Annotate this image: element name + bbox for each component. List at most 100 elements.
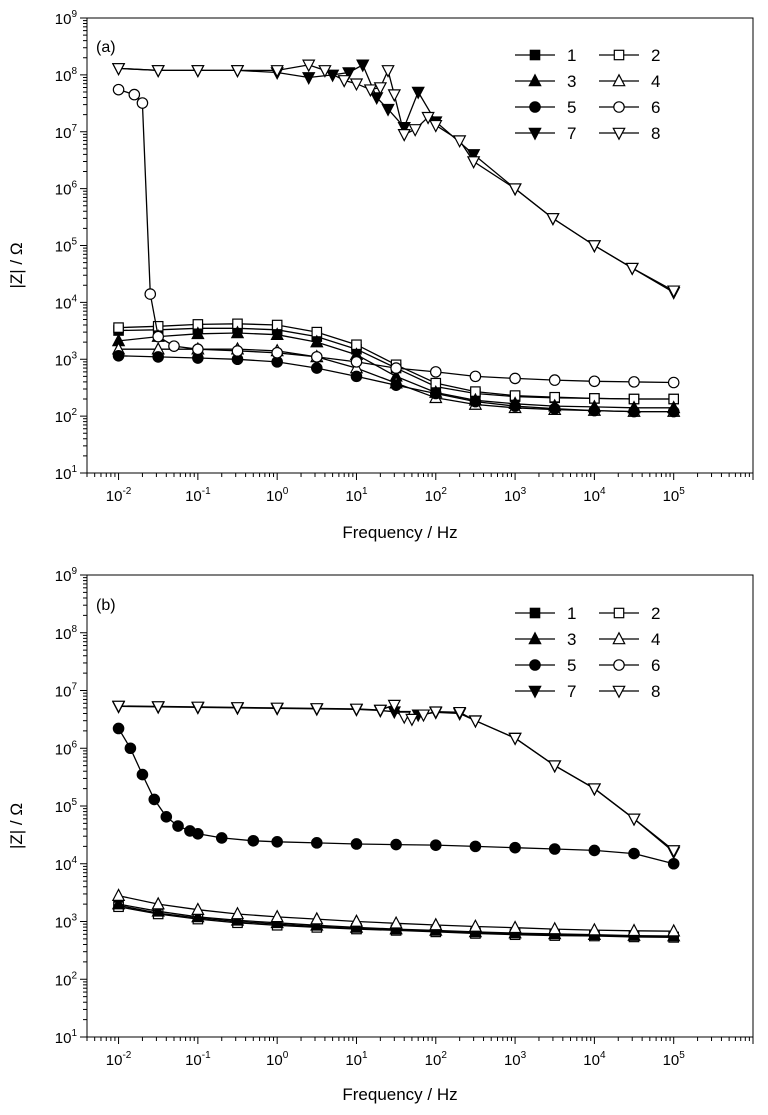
data-point — [469, 395, 482, 408]
data-point — [111, 700, 126, 714]
legend-label: 1 — [567, 46, 576, 65]
data-point — [508, 920, 522, 934]
data-point — [111, 63, 126, 76]
x-tick-label: 102 — [425, 1050, 448, 1069]
data-point — [667, 845, 681, 858]
data-point — [667, 405, 680, 418]
x-tick-label: 104 — [583, 486, 606, 505]
legend-label: 1 — [567, 604, 576, 623]
y-tick-label: 102 — [55, 970, 78, 989]
legend-label: 7 — [567, 124, 576, 143]
legend: 1 2 3 4 5 6 7 8 — [515, 46, 660, 143]
data-point — [168, 340, 180, 352]
data-point — [111, 896, 126, 910]
y-tick-label: 102 — [55, 407, 78, 426]
x-axis-title: Frequency / Hz — [342, 523, 457, 542]
legend-marker — [612, 685, 626, 699]
data-point — [387, 699, 402, 713]
y-axis-title: |Z| / Ω — [7, 242, 26, 288]
data-point — [548, 843, 561, 855]
data-point — [270, 327, 284, 341]
legend-item-6: 6 — [599, 656, 660, 675]
legend: 1 2 3 4 5 6 7 8 — [515, 604, 660, 701]
legend-item-8: 8 — [599, 682, 660, 701]
data-point — [389, 915, 403, 929]
legend-label: 8 — [651, 124, 660, 143]
data-point — [429, 917, 443, 931]
y-tick-label: 104 — [55, 855, 78, 874]
data-point — [191, 701, 205, 715]
data-point — [230, 912, 245, 926]
data-point — [172, 820, 184, 832]
legend-item-4: 4 — [599, 72, 660, 91]
legend-marker — [613, 607, 625, 619]
x-tick-label: 10-1 — [185, 486, 211, 505]
legend-marker — [528, 685, 542, 699]
legend-item-3: 3 — [515, 630, 576, 649]
y-tick-label: 106 — [55, 739, 78, 758]
data-point — [310, 837, 323, 849]
data-point — [587, 922, 602, 936]
data-point — [587, 240, 602, 253]
data-point — [469, 840, 482, 853]
legend-label: 2 — [651, 46, 660, 65]
x-tick-label: 103 — [504, 1050, 527, 1069]
series-line-8 — [118, 704, 675, 851]
data-point — [397, 129, 411, 142]
x-tick-label: 104 — [583, 1050, 606, 1069]
data-point — [230, 906, 245, 920]
chart-panel-2: 10-2 10-1 100 101 102 103 104 105 101 102 103 104 10… — [7, 566, 754, 1104]
data-point — [452, 706, 467, 720]
data-point — [271, 835, 283, 848]
y-tick-label: 107 — [55, 123, 78, 142]
data-point — [466, 149, 481, 162]
legend-item-7: 7 — [515, 124, 576, 143]
data-point — [112, 722, 125, 735]
data-point — [191, 326, 205, 340]
data-point — [337, 75, 351, 88]
x-tick-label: 103 — [504, 486, 527, 505]
data-point — [363, 84, 378, 98]
data-point — [390, 379, 402, 391]
data-point — [429, 119, 443, 133]
series-6 — [112, 83, 680, 389]
data-point — [136, 97, 149, 109]
series-line-8 — [118, 64, 675, 292]
legend-marker — [529, 49, 541, 61]
data-point — [627, 813, 641, 827]
data-point — [152, 330, 164, 343]
legend-marker — [612, 73, 626, 87]
data-point — [215, 832, 228, 844]
data-point — [113, 322, 124, 333]
legend-label: 5 — [567, 656, 576, 675]
series-8 — [111, 699, 681, 858]
x-tick-label: 105 — [663, 486, 686, 505]
data-point — [350, 838, 363, 850]
data-point — [270, 65, 284, 78]
legend-item-5: 5 — [515, 656, 576, 675]
legend-label: 6 — [651, 98, 660, 117]
data-point — [421, 111, 435, 125]
legend-label: 3 — [567, 630, 576, 649]
chart-panel-1: 10-2 10-1 100 101 102 103 104 105 101 102 103 104 10… — [7, 9, 754, 542]
data-point — [349, 78, 364, 92]
data-point — [310, 362, 323, 374]
legend-marker — [612, 127, 626, 141]
data-point — [349, 703, 364, 717]
data-point — [628, 405, 640, 418]
data-point — [191, 65, 205, 78]
x-tick-label: 102 — [425, 486, 448, 505]
data-point — [310, 351, 323, 363]
data-point — [270, 702, 284, 716]
data-point — [318, 65, 332, 78]
data-point — [468, 918, 483, 932]
data-point — [429, 706, 443, 720]
data-point — [390, 362, 402, 374]
legend-item-3: 3 — [515, 72, 576, 91]
data-point — [508, 183, 522, 197]
x-axis-title: Frequency / Hz — [342, 1085, 457, 1104]
data-point — [469, 370, 482, 383]
y-tick-label: 106 — [55, 180, 78, 199]
y-tick-label: 101 — [55, 1028, 78, 1047]
data-point — [136, 768, 149, 781]
